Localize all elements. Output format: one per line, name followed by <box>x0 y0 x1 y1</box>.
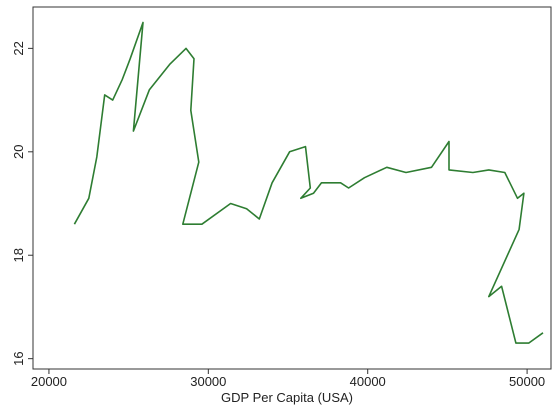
y-tick-label: 18 <box>11 248 26 262</box>
x-axis-label: GDP Per Capita (USA) <box>221 390 353 405</box>
plot-frame <box>32 6 552 370</box>
series-line-0 <box>73 21 544 344</box>
x-tick-label: 40000 <box>350 374 386 389</box>
y-tick-label: 16 <box>11 351 26 365</box>
x-tick-label: 20000 <box>31 374 67 389</box>
x-tick-label: 50000 <box>509 374 545 389</box>
ticks: 20000 30000 40000 50000 16 18 20 22 <box>11 41 545 389</box>
y-tick-label: 22 <box>11 41 26 55</box>
series <box>73 21 544 344</box>
y-tick-label: 20 <box>11 145 26 159</box>
x-tick-label: 30000 <box>190 374 226 389</box>
